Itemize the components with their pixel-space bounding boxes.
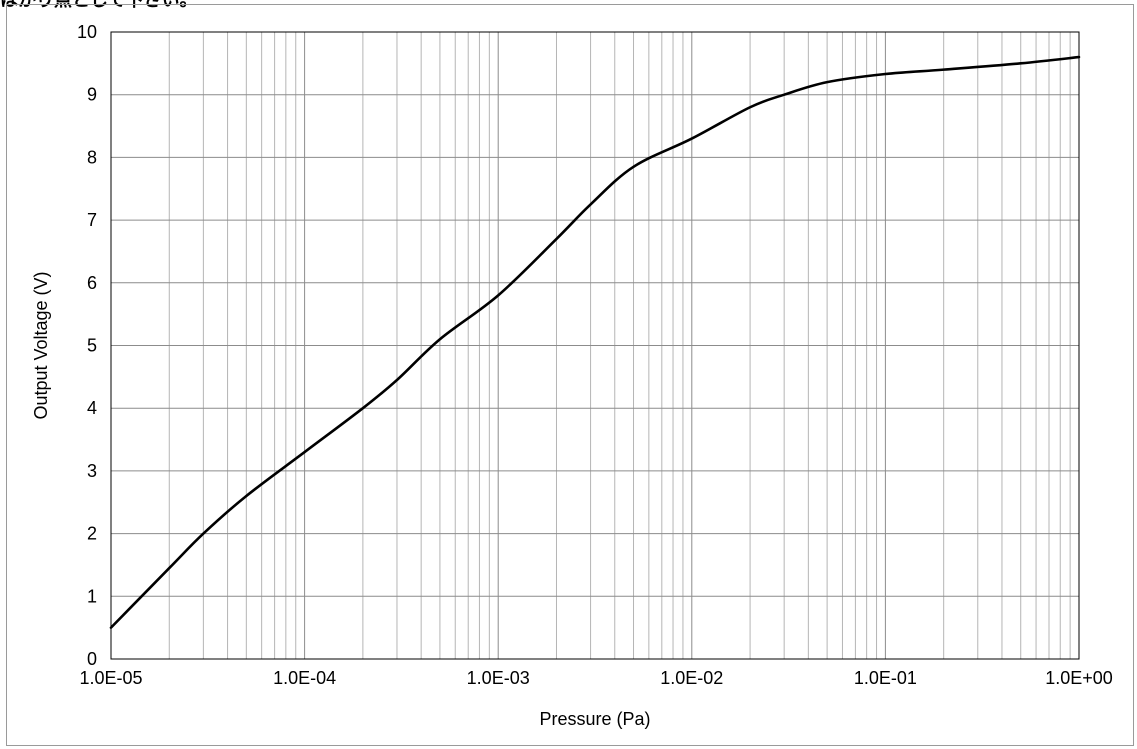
y-tick-label: 0 xyxy=(87,649,97,669)
y-tick-label: 8 xyxy=(87,147,97,167)
y-tick-label: 4 xyxy=(87,398,97,418)
x-tick-label: 1.0E-04 xyxy=(273,668,336,688)
y-tick-label: 5 xyxy=(87,336,97,356)
x-axis-title: Pressure (Pa) xyxy=(539,709,650,729)
series-line xyxy=(109,55,1081,629)
y-tick-label: 3 xyxy=(87,461,97,481)
top-caption: はかり点として下さい。 xyxy=(0,0,198,11)
y-tick-label: 10 xyxy=(77,22,97,42)
x-tick-label: 1.0E+00 xyxy=(1045,668,1113,688)
x-axis-tick-labels: 1.0E-05 1.0E-04 1.0E-03 1.0E-02 1.0E-01 1.0E+… xyxy=(79,668,1112,688)
y-tick-label: 7 xyxy=(87,210,97,230)
y-tick-label: 6 xyxy=(87,273,97,293)
y-tick-label: 9 xyxy=(87,85,97,105)
y-axis-tick-labels: 0 1 2 3 4 5 6 7 8 9 10 xyxy=(77,22,97,669)
plot-area-border xyxy=(110,31,1080,660)
y-tick-label: 2 xyxy=(87,524,97,544)
major-gridlines xyxy=(110,31,1080,660)
x-tick-label: 1.0E-03 xyxy=(467,668,530,688)
x-tick-label: 1.0E-05 xyxy=(79,668,142,688)
y-tick-label: 1 xyxy=(87,586,97,606)
x-tick-label: 1.0E-01 xyxy=(854,668,917,688)
chart-frame xyxy=(6,4,1134,746)
x-tick-label: 1.0E-02 xyxy=(660,668,723,688)
y-axis-title: Output Voltage (V) xyxy=(31,271,51,419)
series-layer xyxy=(109,55,1081,629)
